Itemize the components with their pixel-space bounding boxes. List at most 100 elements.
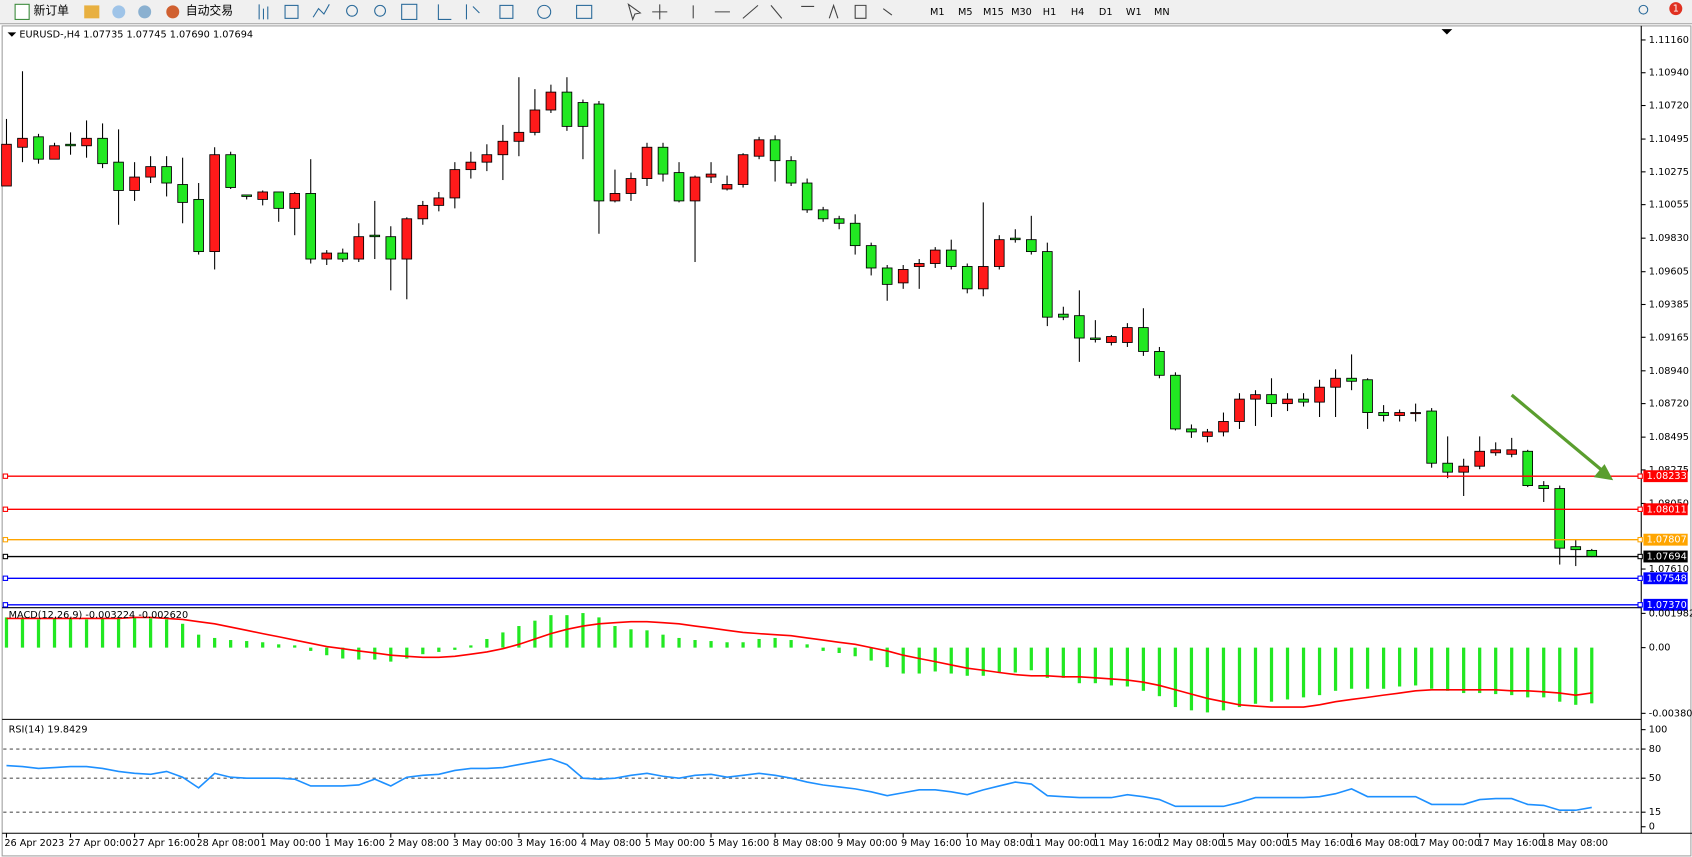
price-level-label-box: [1643, 550, 1688, 563]
candle-body: [161, 166, 172, 184]
macd-bar: [597, 617, 601, 648]
macd-bar: [917, 647, 921, 674]
toolbar-icon[interactable]: [84, 5, 100, 19]
y-tick-label: -0.003804: [1649, 708, 1692, 719]
timeframe-button[interactable]: D1: [1099, 7, 1113, 18]
candle-body: [1426, 410, 1437, 464]
timeframe-button[interactable]: M30: [1011, 7, 1032, 18]
chart-shift-marker[interactable]: [1441, 29, 1453, 35]
candle-body: [289, 193, 301, 209]
x-tick-label: 16 May 08:00: [1349, 838, 1416, 849]
toolbar-icon[interactable]: [374, 4, 387, 17]
candle-body: [337, 252, 349, 260]
candle-body: [497, 140, 509, 156]
toolbar-icon[interactable]: [437, 4, 480, 20]
macd-bar: [469, 645, 473, 648]
timeframe-button[interactable]: M5: [958, 7, 973, 18]
toolbar-icon[interactable]: [312, 4, 330, 18]
y-tick-label: 1.08940: [1649, 366, 1689, 377]
x-tick-label: 18 May 08:00: [1542, 838, 1609, 849]
toolbar-icon[interactable]: [112, 5, 126, 19]
toolbar-icon[interactable]: [346, 4, 358, 17]
x-tick-label: 17 May 16:00: [1478, 838, 1545, 849]
signal-line: [6, 616, 1592, 708]
notification-count: 1: [1673, 4, 1679, 15]
macd-bar: [1205, 647, 1210, 713]
macd-bar: [853, 647, 857, 657]
candle-body: [801, 182, 813, 211]
candle-body: [561, 91, 573, 127]
x-tick-label: 2 May 08:00: [389, 838, 449, 849]
y-tick-label: 1.08495: [1649, 432, 1689, 443]
timeframe-button[interactable]: H1: [1043, 7, 1056, 18]
timeframe-button[interactable]: MN: [1154, 7, 1170, 18]
candle-body: [145, 166, 156, 178]
candle-body: [993, 239, 1005, 267]
macd-bar: [1109, 647, 1113, 686]
candle-body: [865, 245, 877, 269]
candle-body: [1266, 394, 1277, 405]
macd-bar: [4, 617, 9, 648]
toolbar-icon[interactable]: [284, 4, 299, 19]
x-tick-label: 5 May 00:00: [645, 838, 705, 849]
macd-bar: [1349, 647, 1354, 689]
macd-bar: [725, 642, 729, 648]
macd-bar: [277, 644, 281, 648]
toolbar-icon[interactable]: [499, 4, 514, 19]
macd-bar: [757, 638, 761, 648]
macd-bar: [437, 647, 441, 652]
price-level-handle: [1637, 575, 1643, 581]
toolbar-icon[interactable]: [576, 4, 593, 19]
y-tick-label: 0.001982: [1649, 608, 1692, 619]
auto-trading-icon[interactable]: [166, 5, 180, 19]
panel-title: MACD(12,26,9) -0.003224 -0.002620: [9, 610, 189, 621]
candle-body: [849, 222, 861, 247]
y-tick-label: 15: [1649, 807, 1661, 818]
toolbar-icon[interactable]: [258, 4, 269, 20]
x-tick-label: 3 May 16:00: [517, 838, 577, 849]
y-tick-label: 50: [1649, 773, 1661, 784]
macd-bar: [421, 647, 425, 655]
new-order-icon[interactable]: [14, 3, 30, 20]
candle-body: [241, 194, 252, 197]
x-tick-label: 9 May 16:00: [901, 838, 961, 849]
macd-bar: [1173, 647, 1178, 708]
toolbar: 新订单 自动交易 M1 M5 M15 M30 H1 H4 D1 W1 MN 1: [0, 0, 1692, 25]
candle-body: [897, 269, 909, 284]
candle-body: [1058, 313, 1069, 318]
macd-bar: [533, 620, 537, 648]
timeframe-button[interactable]: M1: [930, 7, 945, 18]
candle-body: [481, 154, 493, 163]
macd-bar: [1045, 647, 1049, 678]
auto-trading-button[interactable]: 自动交易: [186, 3, 233, 17]
macd-bar: [1189, 647, 1194, 711]
timeframe-button[interactable]: H4: [1071, 7, 1084, 18]
toolbar-icon[interactable]: [401, 3, 418, 20]
candle-body: [65, 143, 76, 147]
search-icon[interactable]: [1638, 4, 1649, 15]
candle-body: [353, 236, 365, 260]
toolbar-icon[interactable]: [138, 5, 152, 19]
macd-bar: [148, 618, 153, 648]
timeframe-button[interactable]: M15: [983, 7, 1004, 18]
timeframe-button[interactable]: W1: [1126, 7, 1142, 18]
notification-badge[interactable]: [1669, 2, 1683, 16]
toolbar-icon[interactable]: [627, 2, 893, 22]
macd-bar: [501, 632, 505, 648]
macd-bar: [789, 640, 793, 648]
toolbar-icon[interactable]: [537, 4, 552, 19]
y-tick-label: 1.09165: [1649, 332, 1689, 343]
y-tick-label: 100: [1649, 725, 1668, 736]
macd-bar: [229, 640, 233, 648]
price-level-label: 1.07370: [1647, 600, 1687, 611]
y-tick-label: 1.08720: [1649, 399, 1689, 410]
macd-bar: [1381, 647, 1386, 689]
x-tick-label: 10 May 08:00: [965, 838, 1032, 849]
candle-body: [1186, 428, 1197, 433]
candle-body: [257, 191, 268, 200]
y-tick-label: 0: [1649, 822, 1655, 833]
macd-bar: [52, 618, 57, 648]
new-order-button[interactable]: 新订单: [33, 3, 69, 17]
macd-bar: [1125, 647, 1130, 687]
symbol-menu-arrow[interactable]: [7, 32, 17, 37]
